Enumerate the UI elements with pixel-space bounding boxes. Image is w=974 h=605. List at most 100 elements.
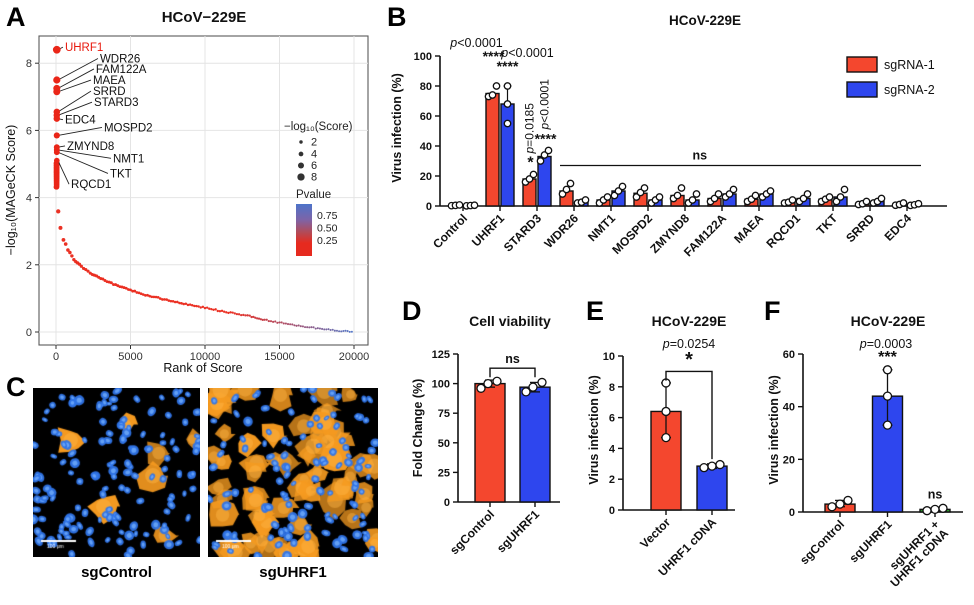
curve-point	[327, 328, 330, 331]
curve-point	[297, 324, 300, 327]
data-point	[673, 191, 682, 200]
data-point	[603, 193, 612, 201]
curve-point	[244, 314, 247, 317]
curve-point	[63, 242, 68, 246]
curve-point	[86, 269, 90, 273]
y-tick-label: 6	[609, 413, 615, 425]
curve-point	[129, 288, 132, 292]
data-point	[492, 376, 502, 386]
y-tick-label: 4	[609, 443, 616, 455]
data-point	[835, 499, 845, 509]
legend-label: sgRNA-1	[884, 58, 935, 72]
y-tick-label: 8	[609, 382, 615, 394]
microscopy-image-sguhrf1	[208, 388, 378, 557]
curve-point	[61, 237, 66, 242]
x-category-label: Vector	[637, 515, 673, 551]
comparison-bracket	[665, 370, 713, 460]
curve-point	[308, 326, 311, 329]
gene-point	[53, 76, 61, 84]
x-tick-label: 10000	[190, 351, 221, 363]
curve-point	[248, 314, 251, 317]
y-tick-label: 100	[414, 51, 432, 63]
data-point	[661, 406, 671, 417]
significance-stars: ****	[535, 131, 557, 147]
size-legend-dot	[298, 151, 304, 157]
curve-point	[84, 267, 88, 272]
data-point	[483, 378, 493, 389]
curve-point	[346, 330, 349, 333]
panel-letter-b: B	[387, 2, 407, 32]
curve-point	[318, 327, 321, 330]
curve-point	[203, 306, 207, 310]
curve-point	[135, 291, 139, 294]
gene-leader-line	[57, 101, 93, 116]
curve-point	[188, 303, 192, 306]
curve-point	[66, 248, 70, 252]
gene-label: NMT1	[113, 153, 144, 165]
gene-leader-line	[57, 160, 70, 185]
gene-leader-line	[57, 90, 92, 113]
size-legend-value: 4	[311, 149, 317, 161]
curve-point	[340, 330, 343, 333]
curve-point	[240, 313, 243, 317]
data-point	[640, 184, 649, 192]
data-point	[562, 185, 571, 194]
curve-point	[79, 264, 83, 268]
y-axis-title: Fold Change (%)	[411, 379, 425, 478]
curve-point	[101, 277, 105, 281]
curve-point	[299, 325, 302, 328]
rescue-virus-infection-bar-chart: Virus infection (%) HCoV-229E p=0.0254* 0 2 4…	[587, 313, 735, 579]
gene-point	[53, 132, 60, 139]
data-point	[882, 391, 893, 401]
curve-point	[118, 285, 122, 289]
curve-point	[246, 314, 249, 317]
gene-label: ZMYND8	[67, 141, 114, 153]
panel-title: HCoV-229E	[652, 313, 727, 329]
gene-leader-line	[57, 58, 99, 81]
pvalue-gradient-bar	[296, 204, 312, 256]
data-point	[715, 459, 725, 470]
legend-swatch	[846, 81, 878, 98]
x-category-label: sgControl	[797, 517, 847, 567]
data-point	[827, 502, 837, 512]
curve-point	[197, 305, 200, 308]
y-tick-label: 50	[438, 438, 450, 450]
curve-point	[70, 254, 74, 258]
gene-point	[53, 149, 60, 156]
data-point	[803, 190, 812, 198]
data-point	[707, 461, 717, 471]
curve-point	[180, 302, 183, 305]
data-point	[714, 190, 723, 198]
data-point	[699, 462, 709, 473]
panel-letter-a: A	[6, 2, 26, 32]
gene-label: MOSPD2	[104, 122, 153, 134]
gene-point	[53, 115, 61, 122]
curve-point	[225, 311, 228, 314]
data-point	[536, 157, 545, 165]
curve-point	[158, 297, 162, 300]
virus-infection-grouped-bar-chart: Virus infection (%) HCoV-229E 0 20 40 60 80 100…	[390, 13, 947, 259]
curve-point	[208, 307, 211, 310]
data-point	[751, 191, 760, 200]
curve-point	[233, 312, 236, 315]
y-tick-label: 80	[420, 81, 432, 93]
curve-point	[231, 311, 234, 314]
gene-leader-line	[57, 126, 103, 136]
curve-point	[152, 295, 156, 299]
curve-point	[169, 299, 173, 303]
microscopy-caption-sguhrf1: sgUHRF1	[259, 564, 327, 581]
curve-point	[193, 304, 196, 308]
size-legend-dot	[299, 140, 303, 144]
gene-leader-line	[57, 79, 92, 93]
data-point	[825, 193, 834, 201]
curve-point	[276, 321, 279, 324]
y-axis-title: −log₁₀(MAGeCK Score)	[4, 125, 18, 256]
curve-point	[216, 309, 219, 313]
curve-point	[256, 317, 259, 320]
curve-point	[329, 329, 332, 332]
y-tick-label: 6	[26, 125, 32, 137]
x-category-label: TKT	[814, 211, 841, 238]
pvalue-legend-value: 0.50	[317, 223, 338, 235]
curve-point	[291, 323, 294, 326]
